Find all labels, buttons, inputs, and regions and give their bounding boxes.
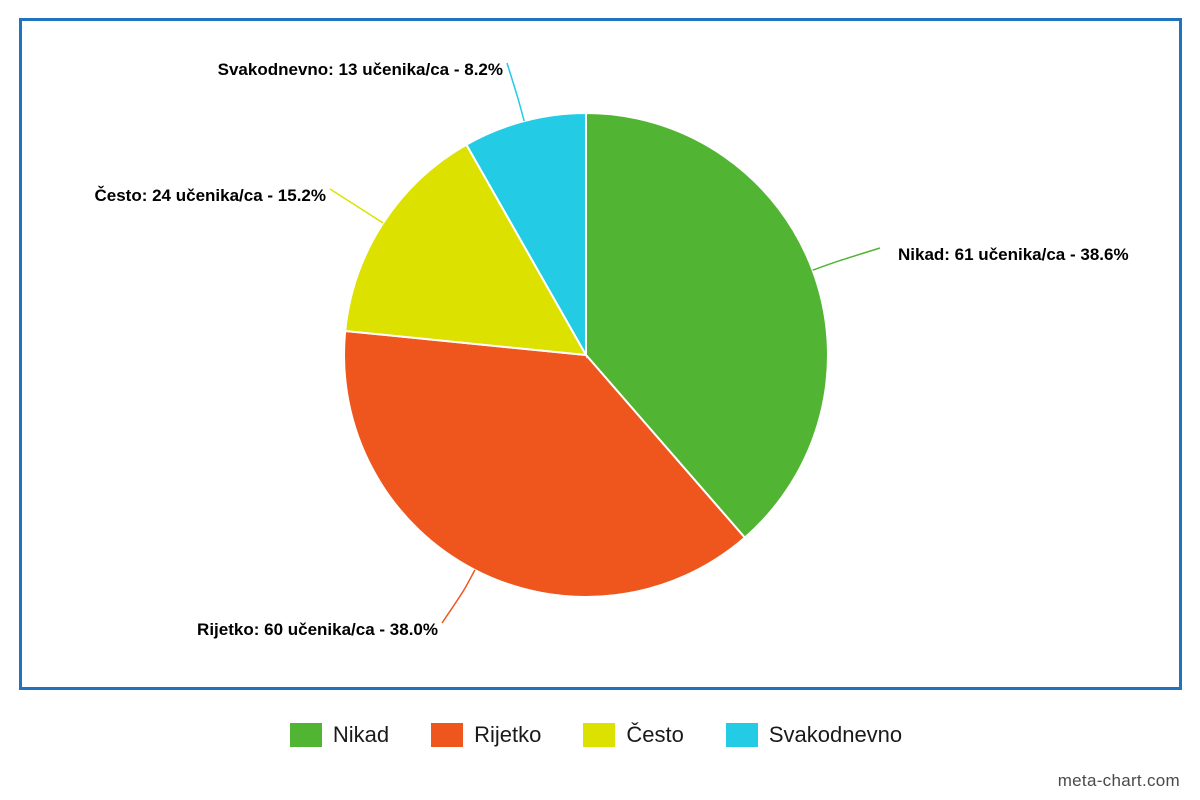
data-label-rijetko: Rijetko: 60 učenika/ca - 38.0% bbox=[197, 620, 438, 639]
connector-cesto bbox=[329, 188, 384, 224]
legend-label-nikad: Nikad bbox=[332, 722, 390, 747]
legend-item-rijetko[interactable]: Rijetko bbox=[431, 722, 541, 748]
legend-swatch-rijetko bbox=[431, 723, 464, 747]
connector-nikad bbox=[812, 247, 881, 271]
connector-svakodnevno bbox=[506, 62, 525, 122]
legend-label-svakodnevno: Svakodnevno bbox=[768, 722, 903, 747]
legend-swatch-svakodnevno bbox=[725, 723, 758, 747]
legend-item-svakodnevno[interactable]: Svakodnevno bbox=[725, 722, 903, 748]
data-label-svakodnevno: Svakodnevno: 13 učenika/ca - 8.2% bbox=[218, 60, 503, 79]
legend-item-cesto[interactable]: Često bbox=[583, 722, 684, 748]
data-label-nikad: Nikad: 61 učenika/ca - 38.6% bbox=[898, 245, 1129, 264]
chart-frame bbox=[19, 18, 1182, 690]
legend-swatch-nikad bbox=[289, 723, 322, 747]
connector-rijetko bbox=[441, 569, 476, 624]
legend-label-rijetko: Rijetko bbox=[474, 722, 542, 747]
legend-item-nikad[interactable]: Nikad bbox=[289, 722, 390, 748]
data-label-cesto: Često: 24 učenika/ca - 15.2% bbox=[94, 186, 326, 205]
legend: Nikad Rijetko Često Svakodnevno bbox=[0, 722, 1196, 748]
pie-slice-rijetko[interactable] bbox=[343, 329, 747, 598]
credit-link[interactable]: meta-chart.com bbox=[1057, 771, 1180, 790]
legend-label-cesto: Često bbox=[626, 722, 684, 747]
legend-swatch-cesto bbox=[583, 723, 616, 747]
